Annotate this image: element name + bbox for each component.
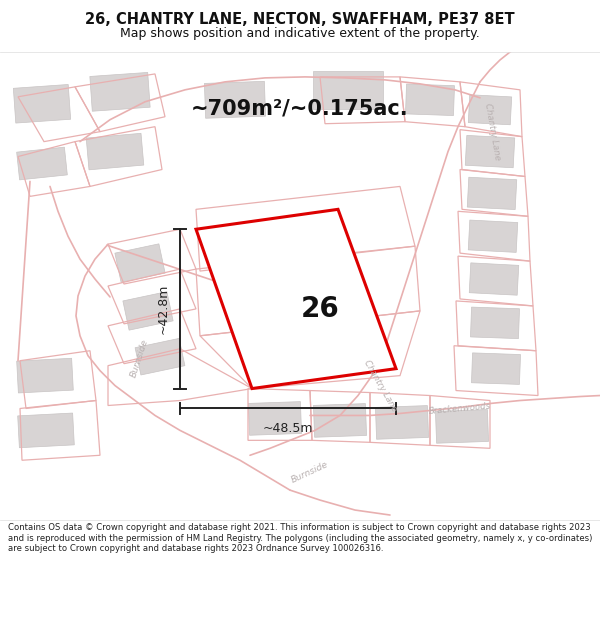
Polygon shape: [196, 209, 396, 389]
Bar: [13, 84, 71, 123]
Bar: [123, 292, 173, 330]
Bar: [115, 244, 165, 282]
Text: Chantry Lane: Chantry Lane: [362, 358, 398, 413]
Bar: [469, 263, 519, 295]
Bar: [406, 84, 455, 116]
Text: Map shows position and indicative extent of the property.: Map shows position and indicative extent…: [120, 26, 480, 39]
Bar: [376, 406, 428, 439]
Bar: [90, 72, 150, 111]
Bar: [86, 133, 144, 170]
Bar: [313, 71, 383, 109]
Bar: [18, 413, 74, 447]
Bar: [17, 147, 67, 180]
Text: ~709m²/~0.175ac.: ~709m²/~0.175ac.: [191, 99, 409, 119]
Text: Chantry Lane: Chantry Lane: [482, 102, 502, 161]
Bar: [17, 358, 73, 393]
Text: ~48.5m: ~48.5m: [263, 422, 313, 436]
Bar: [135, 338, 185, 375]
Bar: [470, 307, 520, 339]
Bar: [248, 402, 302, 435]
Bar: [313, 404, 367, 437]
Text: 26, CHANTRY LANE, NECTON, SWAFFHAM, PE37 8ET: 26, CHANTRY LANE, NECTON, SWAFFHAM, PE37…: [85, 12, 515, 28]
Bar: [472, 353, 521, 384]
Text: Brackenwoods: Brackenwoods: [428, 401, 491, 416]
Text: Burnside: Burnside: [130, 338, 151, 379]
Text: 26: 26: [301, 295, 340, 323]
Bar: [436, 409, 488, 443]
Text: ~42.8m: ~42.8m: [157, 284, 170, 334]
Text: Burnside: Burnside: [290, 460, 330, 485]
Bar: [465, 136, 515, 168]
Bar: [468, 95, 512, 125]
Text: Contains OS data © Crown copyright and database right 2021. This information is : Contains OS data © Crown copyright and d…: [8, 523, 592, 553]
Bar: [205, 81, 266, 118]
Bar: [468, 220, 518, 253]
Bar: [467, 177, 517, 209]
